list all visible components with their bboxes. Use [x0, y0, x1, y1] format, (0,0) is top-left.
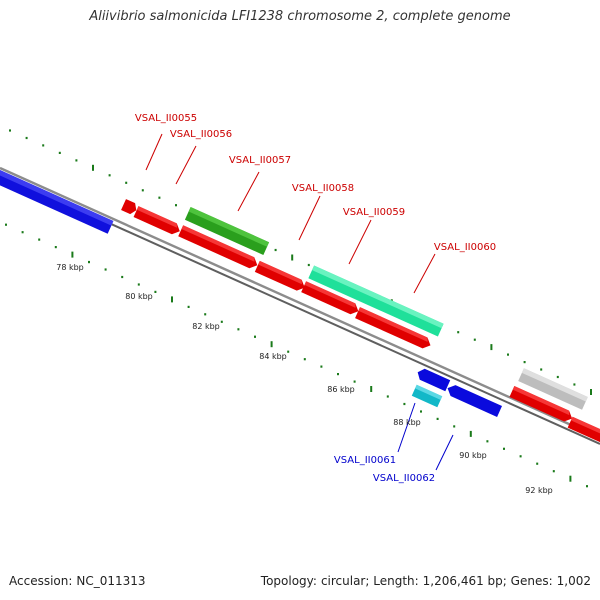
ruler-label-82-kbp: 82 kbp: [192, 322, 220, 331]
accession-info: Accession: NC_011313: [9, 574, 146, 588]
gene-feature-vsal-ii0060[interactable]: [308, 265, 444, 337]
genes-value: 1,002: [556, 574, 591, 588]
accession-label: Accession:: [9, 574, 73, 588]
gene-features: [0, 166, 600, 450]
ruler-label-84-kbp: 84 kbp: [259, 352, 287, 361]
gene-feature-vsal-ii0056[interactable]: [178, 225, 260, 270]
length-value: 1,206,461 bp;: [422, 574, 507, 588]
gene-label-vsal-ii0057[interactable]: VSAL_II0057: [229, 155, 291, 166]
gene-label-vsal-ii0062[interactable]: VSAL_II0062: [373, 473, 435, 484]
gene-label-vsal-ii0061[interactable]: VSAL_II0061: [334, 455, 396, 466]
genes-label: Genes:: [510, 574, 553, 588]
topology-value: circular;: [320, 574, 370, 588]
ruler-label-90-kbp: 90 kbp: [459, 451, 487, 460]
ruler-labels: 78 kbp 80 kbp 82 kbp 84 kbp 86 kbp 88 kb…: [56, 263, 553, 495]
gene-feature-vsal-ii0061[interactable]: [415, 367, 451, 392]
ruler-label-92-kbp: 92 kbp: [525, 486, 553, 495]
gene-feature-blue-reverse[interactable]: [445, 383, 502, 417]
outer-tick-row: [9, 129, 592, 395]
ruler-label-88-kbp: 88 kbp: [393, 418, 421, 427]
gene-feature-red-small[interactable]: [121, 199, 139, 216]
gene-labels: VSAL_II0055 VSAL_II0056 VSAL_II0057 VSAL…: [135, 113, 496, 484]
gene-feature-vsal-ii0055[interactable]: [133, 206, 183, 237]
gene-feature-vsal-ii0057[interactable]: [184, 206, 270, 256]
gene-label-vsal-ii0055[interactable]: VSAL_II0055: [135, 113, 197, 124]
gene-label-vsal-ii0060[interactable]: VSAL_II0060: [434, 242, 496, 253]
gene-feature-red-edge[interactable]: [567, 416, 600, 450]
backbone: [0, 166, 600, 445]
gene-label-vsal-ii0059[interactable]: VSAL_II0059: [343, 207, 405, 218]
gene-feature-red-right[interactable]: [509, 385, 574, 424]
inner-tick-row: [5, 223, 588, 488]
ruler-label-80-kbp: 80 kbp: [125, 292, 153, 301]
gene-feature-red-after-0059[interactable]: [355, 307, 433, 351]
gene-label-vsal-ii0058[interactable]: VSAL_II0058: [292, 183, 354, 194]
topology-label: Topology:: [260, 574, 317, 588]
genome-stats: Topology: circular; Length: 1,206,461 bp; …: [261, 574, 591, 588]
ruler-label-78-kbp: 78 kbp: [56, 263, 84, 272]
gene-feature-blue-left[interactable]: [0, 166, 114, 234]
gene-feature-vsal-ii0058[interactable]: [254, 260, 307, 293]
accession-value: NC_011313: [76, 574, 146, 588]
gene-feature-vsal-ii0062[interactable]: [411, 384, 443, 408]
figure-title: Aliivibrio salmonicida LFI1238 chromosom…: [89, 9, 511, 24]
gene-feature-gray[interactable]: [518, 368, 588, 410]
gene-feature-vsal-ii0059[interactable]: [301, 281, 361, 317]
ruler-label-86-kbp: 86 kbp: [327, 385, 355, 394]
gene-label-vsal-ii0056[interactable]: VSAL_II0056: [170, 129, 232, 140]
length-label: Length:: [373, 574, 419, 588]
gene-label-leaders: [145, 133, 454, 471]
